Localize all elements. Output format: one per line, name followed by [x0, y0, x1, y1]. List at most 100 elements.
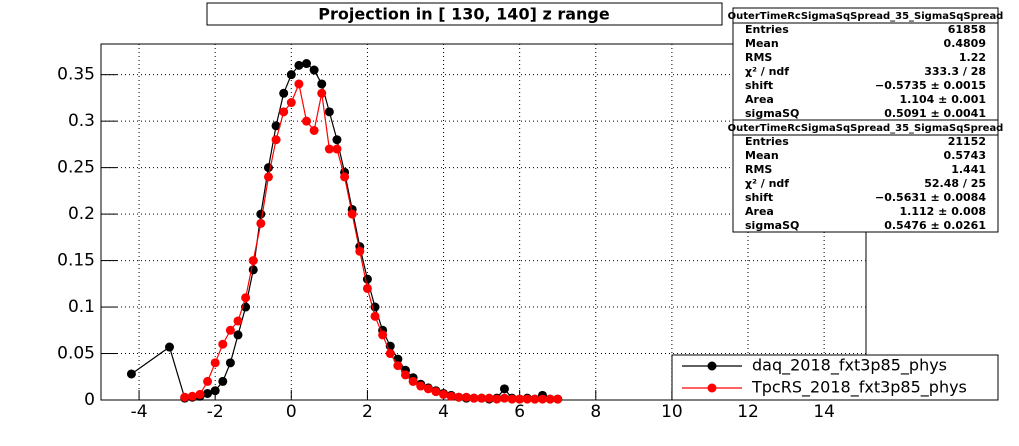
- data-point: [431, 387, 441, 397]
- data-point: [423, 384, 433, 394]
- data-point: [203, 376, 213, 386]
- stat-label: shift: [745, 191, 773, 204]
- stat-value: 52.48 / 25: [924, 177, 986, 190]
- y-tick-label: 0.05: [57, 344, 95, 364]
- data-point: [370, 311, 380, 321]
- data-point: [477, 393, 487, 403]
- stat-label: Entries: [745, 135, 789, 148]
- data-point: [248, 256, 258, 266]
- x-tick-label: 10: [661, 402, 683, 422]
- data-point: [302, 116, 312, 126]
- stat-value: 61858: [948, 23, 986, 36]
- data-point: [279, 88, 289, 98]
- stat-label: sigmaSQ: [745, 219, 799, 232]
- data-point: [537, 394, 547, 404]
- data-point: [271, 121, 281, 131]
- chart-title: Projection in [ 130, 140] z range: [318, 5, 610, 24]
- y-tick-label: 0.1: [68, 297, 95, 317]
- stat-value: −0.5735 ± 0.0015: [875, 79, 986, 92]
- data-point: [324, 144, 334, 154]
- stat-label: Entries: [745, 23, 789, 36]
- data-point: [271, 135, 281, 145]
- data-point: [324, 107, 334, 117]
- data-point: [317, 79, 327, 89]
- legend-marker: [707, 361, 717, 371]
- legend-box: [671, 354, 999, 401]
- data-point: [400, 370, 410, 380]
- data-point: [545, 394, 555, 404]
- data-point: [469, 393, 479, 403]
- legend-label: TpcRS_2018_fxt3p85_phys: [751, 378, 967, 398]
- stat-value: 1.104 ± 0.001: [900, 93, 986, 106]
- stat-label: Area: [745, 205, 774, 218]
- stat-value: 1.22: [959, 51, 986, 64]
- data-point: [225, 325, 235, 335]
- stat-box: [732, 7, 999, 121]
- x-tick-label: 14: [813, 402, 835, 422]
- stat-value: 333.3 / 28: [924, 65, 986, 78]
- data-point: [210, 386, 220, 396]
- data-point: [332, 135, 342, 145]
- data-point: [233, 330, 243, 340]
- data-point: [416, 381, 426, 391]
- stat-value: 1.112 ± 0.008: [900, 205, 986, 218]
- data-point: [294, 60, 304, 70]
- y-tick-label: 0: [84, 390, 95, 410]
- data-point: [515, 394, 525, 404]
- x-tick-label: 0: [286, 402, 297, 422]
- stat-title: OuterTimeRcSigmaSqSpread_35_SigmaSqSprea…: [728, 123, 1004, 134]
- x-tick-label: 12: [737, 402, 759, 422]
- data-point: [385, 349, 395, 359]
- data-point: [233, 316, 243, 326]
- data-point: [309, 125, 319, 135]
- data-point: [553, 394, 563, 404]
- x-tick-label: -4: [131, 402, 148, 422]
- y-tick-label: 0.35: [57, 65, 95, 85]
- data-point: [218, 339, 228, 349]
- data-point: [195, 389, 205, 399]
- stat-label: RMS: [745, 51, 772, 64]
- stat-label: χ² / ndf: [745, 177, 789, 190]
- title-box: [206, 2, 723, 26]
- stat-value: 0.5476 ± 0.0261: [884, 219, 986, 232]
- stat-value: −0.5631 ± 0.0084: [875, 191, 986, 204]
- stat-value: 0.5743: [944, 149, 986, 162]
- data-point: [408, 376, 418, 386]
- stat-label: shift: [745, 79, 773, 92]
- x-tick-label: 4: [438, 402, 449, 422]
- data-point: [492, 394, 502, 404]
- stat-label: Mean: [745, 149, 779, 162]
- data-point: [180, 392, 190, 402]
- data-point: [454, 392, 464, 402]
- data-point: [286, 70, 296, 80]
- stat-label: sigmaSQ: [745, 107, 799, 120]
- data-point: [165, 342, 175, 352]
- data-point: [302, 59, 312, 69]
- data-point: [203, 388, 213, 398]
- legend-marker: [707, 383, 717, 393]
- stat-value: 21152: [948, 135, 986, 148]
- x-tick-label: -2: [207, 402, 224, 422]
- data-point: [210, 358, 220, 368]
- data-point: [439, 389, 449, 399]
- data-point: [461, 392, 471, 402]
- y-tick-label: 0.15: [57, 251, 95, 271]
- data-point: [317, 88, 327, 98]
- stat-value: 0.5091 ± 0.0041: [884, 107, 986, 120]
- data-point: [279, 107, 289, 117]
- stat-box: [732, 119, 999, 233]
- stat-label: Area: [745, 93, 774, 106]
- data-point: [484, 393, 494, 403]
- data-point: [187, 391, 197, 401]
- stat-label: RMS: [745, 163, 772, 176]
- x-tick-label: 8: [590, 402, 601, 422]
- data-point: [241, 293, 251, 303]
- data-point: [263, 172, 273, 182]
- x-tick-label: 2: [362, 402, 373, 422]
- data-point: [393, 361, 403, 371]
- y-tick-label: 0.25: [57, 158, 95, 178]
- stat-value: 1.441: [951, 163, 986, 176]
- stat-label: χ² / ndf: [745, 65, 789, 78]
- data-point: [347, 209, 357, 219]
- data-point: [378, 330, 388, 340]
